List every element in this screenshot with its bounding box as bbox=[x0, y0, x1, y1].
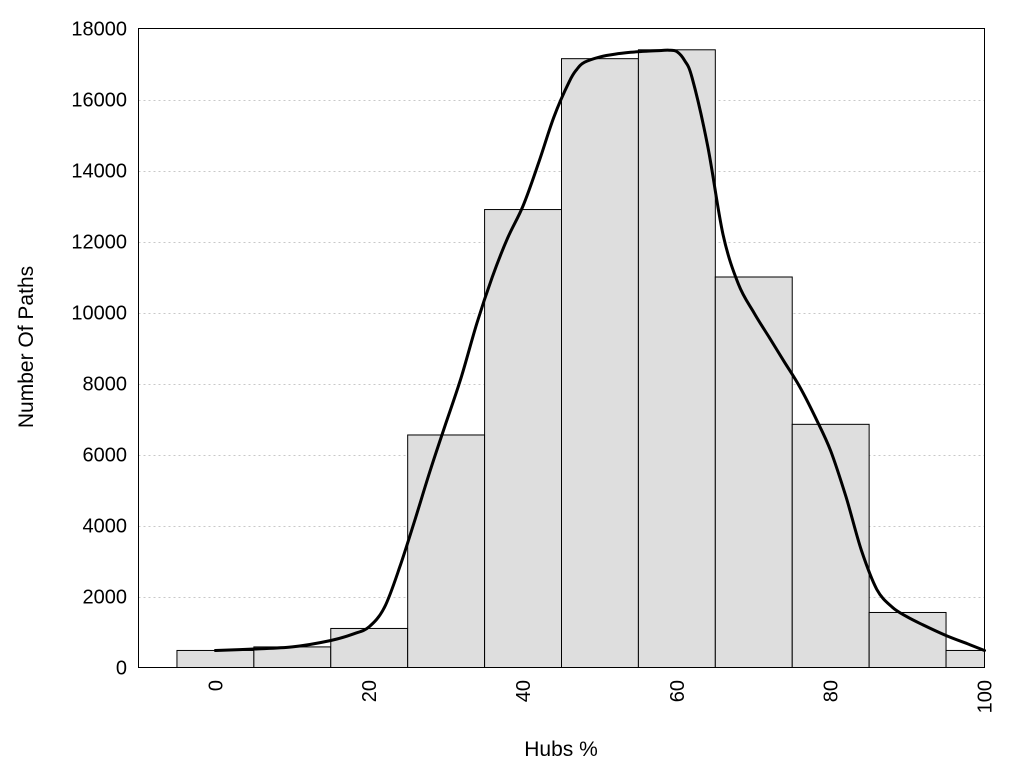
x-tick-label-4: 80 bbox=[821, 680, 843, 702]
y-tick-label-9: 18000 bbox=[71, 19, 127, 41]
bar-7 bbox=[714, 276, 793, 668]
y-tick-label-6: 12000 bbox=[71, 232, 127, 254]
density-curve-layer bbox=[213, 48, 986, 652]
bar-0 bbox=[176, 649, 255, 669]
bars bbox=[176, 49, 986, 669]
x-tick-label-0: 0 bbox=[205, 680, 227, 691]
bar-8 bbox=[791, 423, 870, 669]
bar-4 bbox=[484, 209, 562, 669]
y-tick-label-1: 2000 bbox=[83, 587, 128, 609]
bar-9 bbox=[868, 611, 947, 668]
x-tick-label-3: 60 bbox=[667, 680, 689, 702]
x-tick-labels: 0 20 40 60 80 100 bbox=[205, 680, 996, 713]
x-tick-label-5: 100 bbox=[975, 680, 997, 713]
x-tick-label-1: 20 bbox=[359, 680, 381, 702]
y-tick-label-3: 6000 bbox=[83, 445, 128, 467]
y-tick-label-2: 4000 bbox=[83, 516, 128, 538]
density-curve bbox=[213, 48, 986, 652]
x-axis-title: Hubs % bbox=[524, 738, 598, 761]
y-tick-label-4: 8000 bbox=[83, 374, 128, 396]
x-tick-label-2: 40 bbox=[513, 680, 535, 702]
y-axis-title: Number Of Paths bbox=[15, 266, 38, 428]
bar-10 bbox=[945, 649, 986, 669]
y-tick-label-5: 10000 bbox=[71, 303, 127, 325]
y-tick-labels: 0 2000 4000 6000 8000 10000 12000 14000 16000 180… bbox=[71, 19, 127, 680]
bar-5 bbox=[561, 58, 639, 669]
y-tick-label-0: 0 bbox=[116, 658, 127, 680]
bar-2 bbox=[330, 627, 409, 669]
bar-6 bbox=[637, 49, 716, 669]
y-tick-label-8: 16000 bbox=[71, 90, 127, 112]
plot-frame bbox=[138, 28, 985, 668]
y-tick-label-7: 14000 bbox=[71, 161, 127, 183]
bar-3 bbox=[407, 434, 486, 668]
